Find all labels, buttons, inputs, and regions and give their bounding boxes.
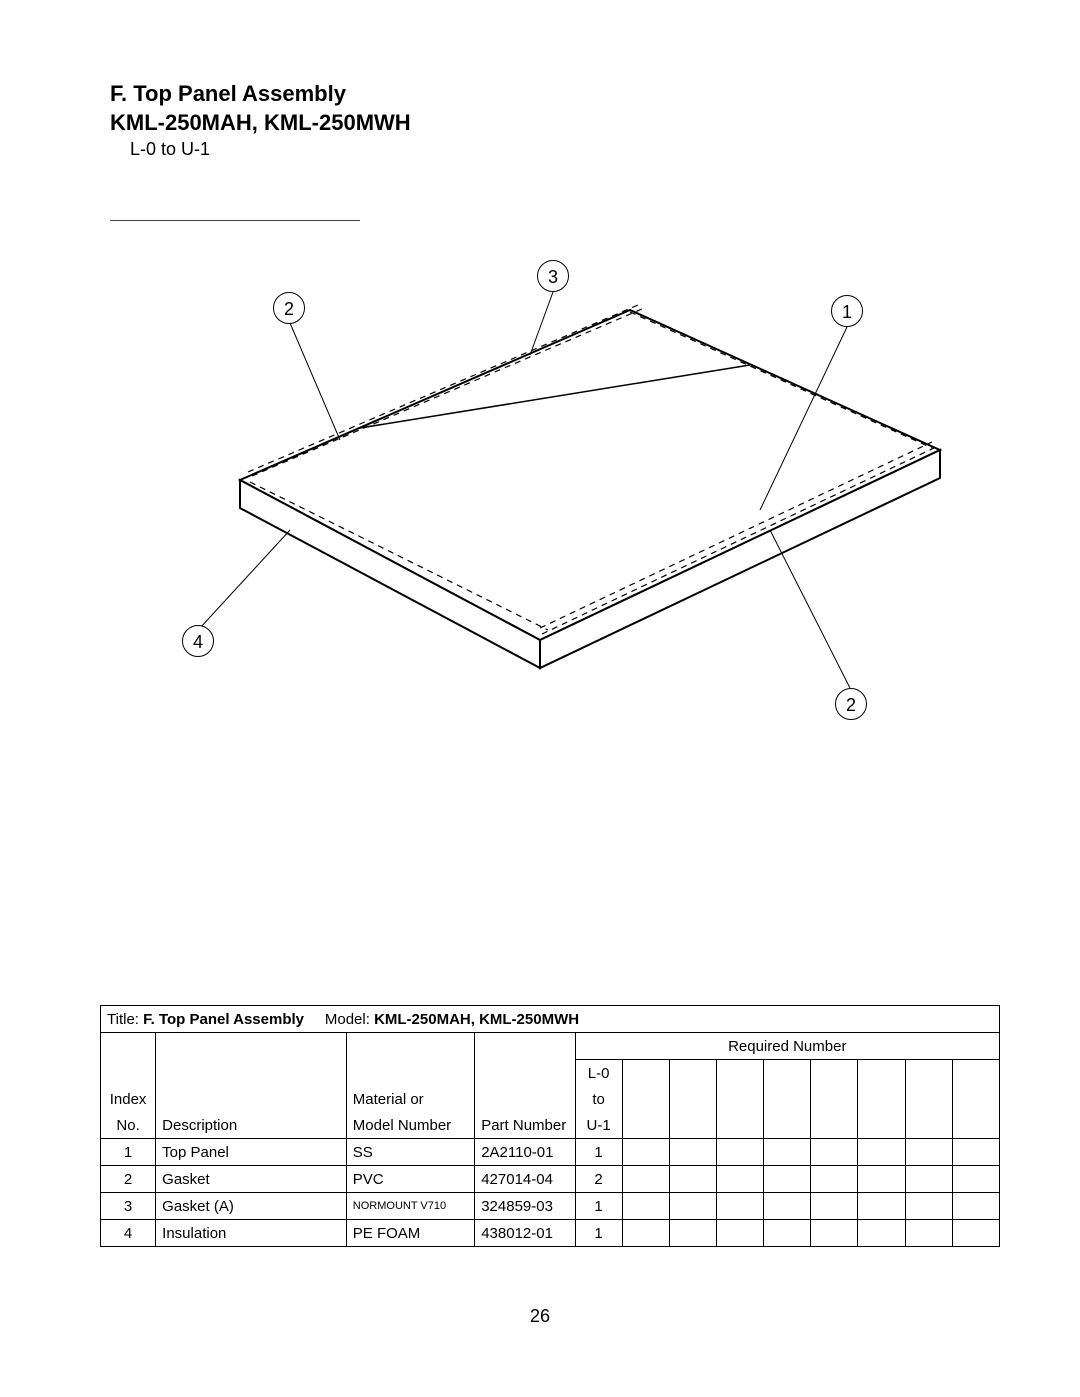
table-row: 4InsulationPE FOAM438012-011 xyxy=(101,1220,1000,1247)
hdr-model-number: Model Number xyxy=(346,1112,474,1139)
table-title-row: Title: F. Top Panel Assembly Model: KML-… xyxy=(101,1006,1000,1033)
model-label: Model: xyxy=(325,1011,370,1028)
page-number: 26 xyxy=(0,1306,1080,1327)
callout-2-bottom: 2 xyxy=(835,688,867,720)
model-value: KML-250MAH, KML-250MWH xyxy=(374,1011,579,1028)
range-mid: to xyxy=(575,1086,622,1112)
required-number-header: Required Number xyxy=(575,1033,999,1060)
parts-table: Title: F. Top Panel Assembly Model: KML-… xyxy=(100,1005,1000,1247)
callout-3: 3 xyxy=(537,260,569,292)
header-row-2: L-0 xyxy=(101,1060,1000,1087)
range-bot: U-1 xyxy=(575,1112,622,1139)
hdr-part-number: Part Number xyxy=(475,1112,575,1139)
exploded-diagram: 3 1 2 4 2 xyxy=(110,220,990,780)
table-row: 3Gasket (A)NORMOUNT V710324859-031 xyxy=(101,1193,1000,1220)
section-letter-title: F. Top Panel Assembly xyxy=(110,81,346,106)
table-row: 1Top PanelSS2A2110-011 xyxy=(101,1139,1000,1166)
callout-2-top: 2 xyxy=(273,292,305,324)
header-row-1: Required Number xyxy=(101,1033,1000,1060)
hdr-index: Index xyxy=(101,1086,156,1112)
hdr-material: Material or xyxy=(346,1086,474,1112)
callout-1: 1 xyxy=(831,295,863,327)
hdr-description: Description xyxy=(156,1112,347,1139)
callout-4: 4 xyxy=(182,625,214,657)
section-models: KML-250MAH, KML-250MWH xyxy=(110,110,411,135)
table-row: 2GasketPVC427014-042 xyxy=(101,1166,1000,1193)
section-title: F. Top Panel Assembly KML-250MAH, KML-25… xyxy=(110,80,990,137)
revision-range: L-0 to U-1 xyxy=(130,139,990,160)
range-top: L-0 xyxy=(575,1060,622,1087)
title-value: F. Top Panel Assembly xyxy=(143,1011,304,1028)
title-label: Title: xyxy=(107,1011,139,1028)
header-row-3: Index Material or to xyxy=(101,1086,1000,1112)
header-row-4: No. Description Model Number Part Number… xyxy=(101,1112,1000,1139)
hdr-no: No. xyxy=(101,1112,156,1139)
